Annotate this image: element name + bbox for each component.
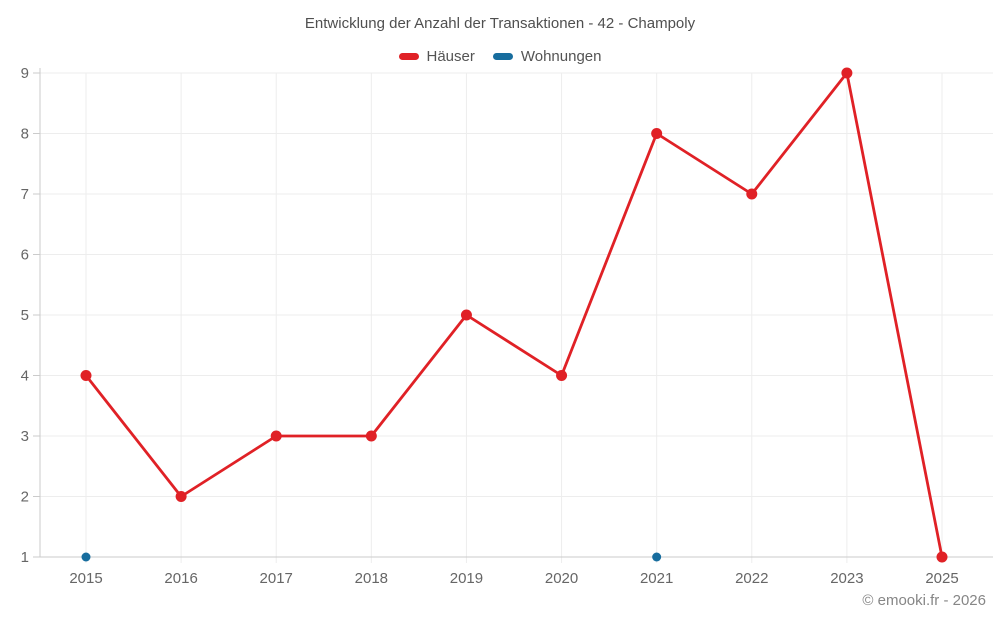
x-axis-label: 2016 (164, 570, 197, 587)
data-point-hauser[interactable] (460, 309, 472, 321)
y-axis-label: 6 (21, 247, 29, 264)
y-axis-label: 7 (21, 186, 29, 203)
data-point-hauser[interactable] (936, 551, 948, 563)
series-line-hauser (84, 71, 944, 559)
chart-legend: Häuser Wohnungen (0, 44, 1000, 68)
y-axis-label: 3 (21, 428, 29, 445)
data-point-hauser[interactable] (746, 188, 758, 200)
data-point-hauser[interactable] (175, 491, 187, 502)
copyright-note: © emooki.fr - 2026 (862, 592, 986, 609)
x-axis-label: 2020 (545, 570, 578, 587)
data-point-hauser[interactable] (556, 370, 568, 381)
x-axis-label: 2023 (830, 570, 863, 587)
data-point-wohnungen[interactable] (652, 552, 662, 562)
y-axis-label: 2 (21, 489, 29, 506)
data-point-hauser[interactable] (365, 430, 377, 442)
data-point-hauser[interactable] (80, 370, 92, 381)
data-point-wohnungen[interactable] (81, 552, 91, 562)
legend-swatch-hauser (398, 52, 419, 60)
legend-label-hauser: Häuser (426, 47, 475, 65)
x-axis-label: 2025 (925, 570, 958, 587)
x-axis-label: 2022 (735, 570, 768, 587)
data-point-hauser[interactable] (270, 430, 282, 442)
data-point-hauser[interactable] (841, 67, 853, 79)
x-axis-label: 2019 (450, 570, 483, 587)
legend-label-wohnungen: Wohnungen (520, 47, 602, 65)
y-axis-label: 5 (21, 307, 29, 324)
x-axis-label: 2015 (69, 570, 102, 587)
legend-swatch-wohnungen (492, 52, 513, 60)
legend-item-hauser[interactable]: Häuser (398, 47, 475, 65)
chart-title: Entwicklung der Anzahl der Transaktionen… (304, 15, 696, 32)
y-axis-label: 4 (21, 368, 29, 385)
y-axis-label: 1 (21, 549, 29, 566)
y-axis-label: 9 (21, 65, 29, 82)
legend-item-wohnungen[interactable]: Wohnungen (492, 47, 602, 65)
x-axis-label: 2018 (355, 570, 388, 587)
x-axis-label: 2017 (260, 570, 293, 587)
y-axis-label: 8 (21, 126, 29, 143)
data-point-hauser[interactable] (651, 128, 663, 139)
x-axis-label: 2021 (640, 570, 673, 587)
